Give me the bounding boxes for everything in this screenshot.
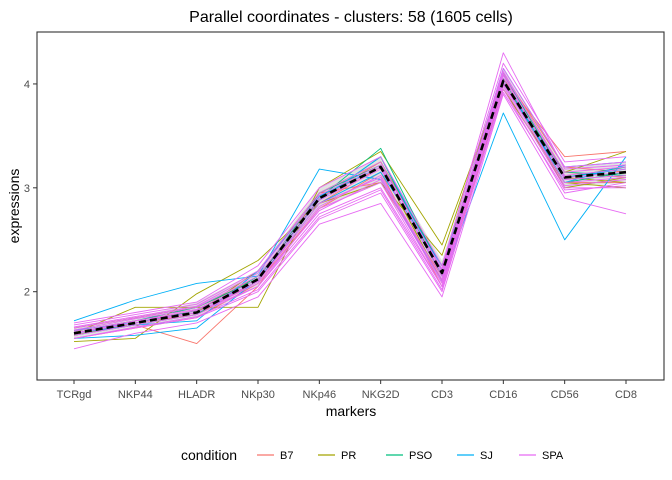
x-tick-label-CD16: CD16 [489,389,517,401]
series-line-sj-11 [73,112,627,322]
series-line-spa-22 [73,85,626,336]
x-tick-label-CD56: CD56 [551,389,579,401]
series-line-spa-20 [73,67,627,326]
series-line-spa-25 [73,91,627,339]
x-tick-label-NKP44: NKP44 [118,389,153,401]
x-tick-label-TCRgd: TCRgd [57,389,92,401]
legend-label-sj: SJ [480,450,493,462]
legend: condition B7 PR PSO SJ SPA [181,447,564,463]
series-line-spa-26 [73,52,627,328]
legend-title: condition [181,447,237,463]
series-line-spa-24 [73,71,627,331]
median-layer [73,79,627,335]
y-axis-title: expressions [6,169,22,244]
legend-label-pso: PSO [409,450,433,462]
x-axis-title: markers [326,403,377,419]
series-line-spa-21 [73,62,627,324]
legend-label-spa: SPA [542,450,564,462]
y-tick-label-2: 2 [24,287,30,299]
x-tick-label-CD3: CD3 [431,389,453,401]
y-axis: 2 3 4 [24,79,37,299]
x-tick-label-CD8: CD8 [615,389,637,401]
series-line-spa-15 [73,93,627,350]
median-line [73,79,627,335]
x-tick-label-NKp46: NKp46 [303,389,337,401]
y-tick-label-4: 4 [24,79,30,91]
y-tick-label-3: 3 [24,183,30,195]
legend-label-pr: PR [341,450,356,462]
legend-label-b7: B7 [280,450,293,462]
plot-panel-border [36,31,665,381]
x-tick-label-HLADR: HLADR [178,389,215,401]
x-tick-label-NKp30: NKp30 [241,389,275,401]
x-axis: TCRgd NKP44 HLADR NKp30 NKp46 NKG2D CD3 CD16 CD5… [57,380,637,401]
x-tick-label-NKG2D: NKG2D [362,389,400,401]
chart-title: Parallel coordinates - clusters: 58 (160… [189,9,513,26]
